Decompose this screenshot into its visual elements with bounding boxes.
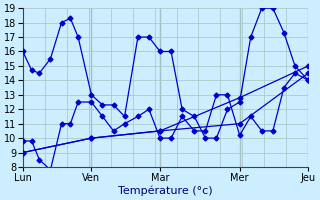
X-axis label: Température (°c): Température (°c) <box>118 185 213 196</box>
